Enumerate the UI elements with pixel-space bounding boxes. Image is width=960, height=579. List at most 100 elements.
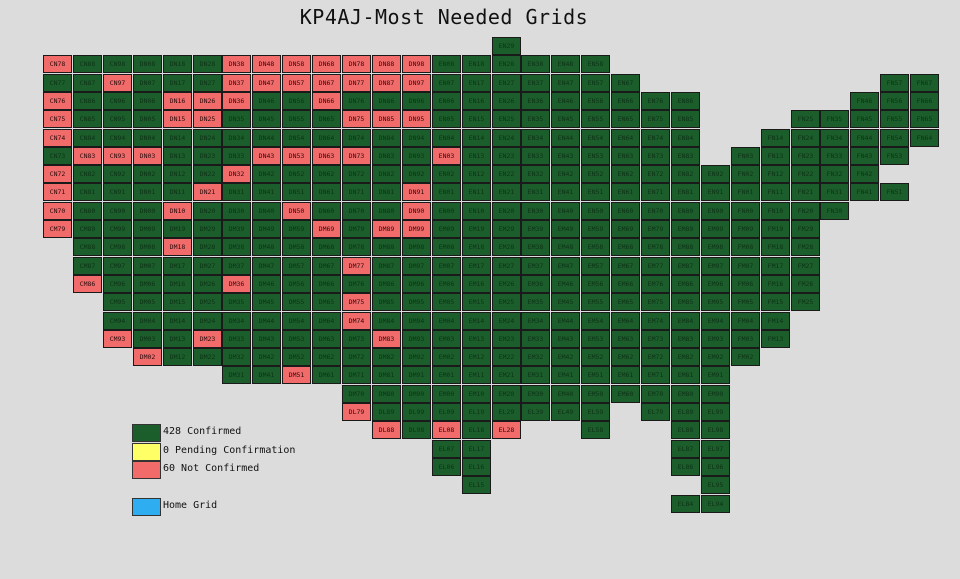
grid-cell-en91[interactable]: EN91	[701, 183, 730, 201]
grid-cell-cn85[interactable]: CN85	[73, 110, 102, 128]
grid-cell-em33[interactable]: EM33	[521, 330, 550, 348]
grid-cell-dn20[interactable]: DN20	[193, 202, 222, 220]
grid-cell-em28[interactable]: EM28	[492, 238, 521, 256]
grid-cell-em43[interactable]: EM43	[551, 330, 580, 348]
grid-cell-dm72[interactable]: DM72	[342, 348, 371, 366]
grid-cell-el15[interactable]: EL15	[462, 476, 491, 494]
grid-cell-en01[interactable]: EN01	[432, 183, 461, 201]
grid-cell-el18[interactable]: EL18	[462, 421, 491, 439]
grid-cell-cm99[interactable]: CM99	[103, 220, 132, 238]
grid-cell-cn88[interactable]: CN88	[73, 55, 102, 73]
grid-cell-cm93[interactable]: CM93	[103, 330, 132, 348]
grid-cell-dm41[interactable]: DM41	[252, 366, 281, 384]
grid-cell-em44[interactable]: EM44	[551, 312, 580, 330]
grid-cell-en85[interactable]: EN85	[671, 110, 700, 128]
grid-cell-em96[interactable]: EM96	[701, 275, 730, 293]
grid-cell-cm95[interactable]: CM95	[103, 293, 132, 311]
grid-cell-dm87[interactable]: DM87	[372, 257, 401, 275]
grid-cell-dn16[interactable]: DN16	[163, 92, 192, 110]
grid-cell-em80[interactable]: EM80	[671, 385, 700, 403]
grid-cell-em39[interactable]: EM39	[521, 220, 550, 238]
grid-cell-em03[interactable]: EM03	[432, 330, 461, 348]
grid-cell-dn68[interactable]: DN68	[312, 55, 341, 73]
grid-cell-dn10[interactable]: DN10	[163, 202, 192, 220]
grid-cell-dn88[interactable]: DN88	[372, 55, 401, 73]
grid-cell-em99[interactable]: EM99	[701, 220, 730, 238]
grid-cell-en51[interactable]: EN51	[581, 183, 610, 201]
grid-cell-em65[interactable]: EM65	[611, 293, 640, 311]
grid-cell-dn94[interactable]: DN94	[402, 129, 431, 147]
grid-cell-em92[interactable]: EM92	[701, 348, 730, 366]
grid-cell-dm18[interactable]: DM18	[163, 238, 192, 256]
grid-cell-en06[interactable]: EN06	[432, 92, 461, 110]
grid-cell-el08[interactable]: EL08	[432, 421, 461, 439]
grid-cell-dm83[interactable]: DM83	[372, 330, 401, 348]
grid-cell-el99[interactable]: EL99	[701, 403, 730, 421]
grid-cell-dm69[interactable]: DM69	[312, 220, 341, 238]
grid-cell-en42[interactable]: EN42	[551, 165, 580, 183]
grid-cell-cn70[interactable]: CN70	[43, 202, 72, 220]
grid-cell-cn95[interactable]: CN95	[103, 110, 132, 128]
grid-cell-fn55[interactable]: FN55	[880, 110, 909, 128]
grid-cell-dm19[interactable]: DM19	[163, 220, 192, 238]
grid-cell-em67[interactable]: EM67	[611, 257, 640, 275]
grid-cell-dm03[interactable]: DM03	[133, 330, 162, 348]
grid-cell-dn67[interactable]: DN67	[312, 74, 341, 92]
grid-cell-em90[interactable]: EM90	[701, 385, 730, 403]
grid-cell-en30[interactable]: EN30	[521, 202, 550, 220]
grid-cell-dm34[interactable]: DM34	[222, 312, 251, 330]
grid-cell-dm28[interactable]: DM28	[193, 238, 222, 256]
grid-cell-dm24[interactable]: DM24	[193, 312, 222, 330]
grid-cell-dm31[interactable]: DM31	[222, 366, 251, 384]
grid-cell-em54[interactable]: EM54	[581, 312, 610, 330]
grid-cell-dn30[interactable]: DN30	[222, 202, 251, 220]
grid-cell-dm17[interactable]: DM17	[163, 257, 192, 275]
grid-cell-cm86[interactable]: CM86	[73, 275, 102, 293]
grid-cell-dn83[interactable]: DN83	[372, 147, 401, 165]
grid-cell-fm08[interactable]: FM08	[731, 238, 760, 256]
grid-cell-em14[interactable]: EM14	[462, 312, 491, 330]
grid-cell-dm04[interactable]: DM04	[133, 312, 162, 330]
grid-cell-em09[interactable]: EM09	[432, 220, 461, 238]
grid-cell-dn90[interactable]: DN90	[402, 202, 431, 220]
grid-cell-cm94[interactable]: CM94	[103, 312, 132, 330]
grid-cell-el39[interactable]: EL39	[521, 403, 550, 421]
grid-cell-dn17[interactable]: DN17	[163, 74, 192, 92]
grid-cell-dm79[interactable]: DM79	[342, 220, 371, 238]
grid-cell-cn72[interactable]: CN72	[43, 165, 72, 183]
grid-cell-dm99[interactable]: DM99	[402, 220, 431, 238]
grid-cell-fn46[interactable]: FN46	[850, 92, 879, 110]
grid-cell-en48[interactable]: EN48	[551, 55, 580, 73]
grid-cell-fn23[interactable]: FN23	[791, 147, 820, 165]
grid-cell-em68[interactable]: EM68	[611, 238, 640, 256]
grid-cell-fm28[interactable]: FM28	[791, 238, 820, 256]
grid-cell-dn81[interactable]: DN81	[372, 183, 401, 201]
grid-cell-em87[interactable]: EM87	[671, 257, 700, 275]
grid-cell-en28[interactable]: EN28	[492, 55, 521, 73]
grid-cell-en41[interactable]: EN41	[551, 183, 580, 201]
grid-cell-en90[interactable]: EN90	[701, 202, 730, 220]
grid-cell-dm81[interactable]: DM81	[372, 366, 401, 384]
grid-cell-dn00[interactable]: DN00	[133, 202, 162, 220]
grid-cell-dn21[interactable]: DN21	[193, 183, 222, 201]
grid-cell-dm61[interactable]: DM61	[312, 366, 341, 384]
grid-cell-dm80[interactable]: DM80	[372, 385, 401, 403]
grid-cell-en18[interactable]: EN18	[462, 55, 491, 73]
grid-cell-en40[interactable]: EN40	[551, 202, 580, 220]
grid-cell-el19[interactable]: EL19	[462, 403, 491, 421]
grid-cell-fn35[interactable]: FN35	[820, 110, 849, 128]
grid-cell-cn71[interactable]: CN71	[43, 183, 72, 201]
grid-cell-en16[interactable]: EN16	[462, 92, 491, 110]
grid-cell-en31[interactable]: EN31	[521, 183, 550, 201]
grid-cell-em85[interactable]: EM85	[671, 293, 700, 311]
grid-cell-dn85[interactable]: DN85	[372, 110, 401, 128]
grid-cell-fm03[interactable]: FM03	[731, 330, 760, 348]
grid-cell-fn42[interactable]: FN42	[850, 165, 879, 183]
grid-cell-en72[interactable]: EN72	[641, 165, 670, 183]
grid-cell-em46[interactable]: EM46	[551, 275, 580, 293]
grid-cell-dn78[interactable]: DN78	[342, 55, 371, 73]
grid-cell-dm09[interactable]: DM09	[133, 220, 162, 238]
grid-cell-dm05[interactable]: DM05	[133, 293, 162, 311]
grid-cell-em19[interactable]: EM19	[462, 220, 491, 238]
grid-cell-dn74[interactable]: DN74	[342, 129, 371, 147]
